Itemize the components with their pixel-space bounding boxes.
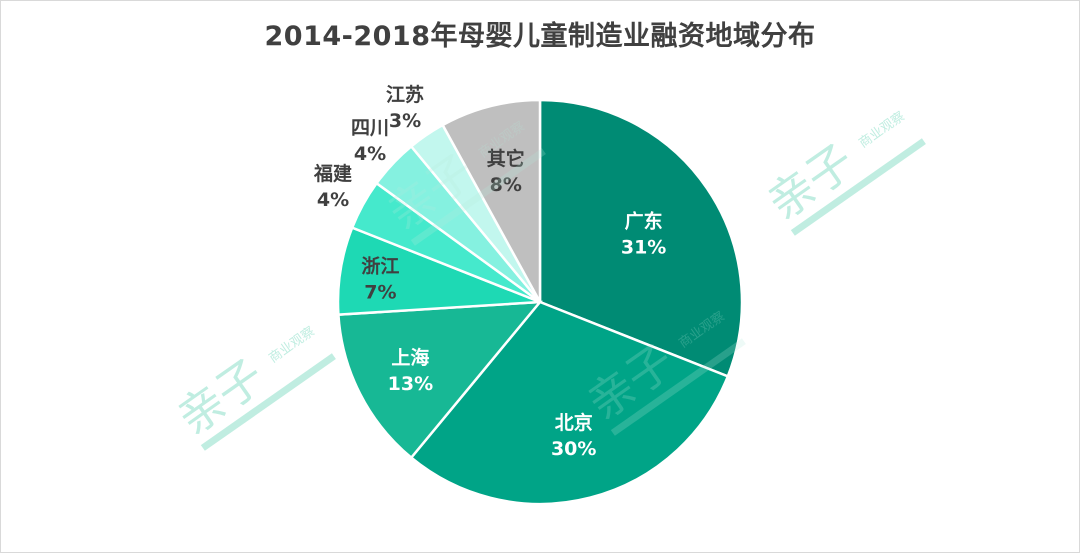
slice-value-label: 7% [364,282,396,304]
slice-name-label: 浙江 [361,255,399,278]
slice-name-label: 其它 [487,147,525,170]
watermark-text: 亲子 [758,133,864,230]
pie-slices [336,98,744,506]
slice-value-label: 3% [389,110,421,132]
pie-slice-8 [440,98,542,303]
slice-value-label: 4% [354,143,386,165]
chart-title: 2014-2018年母婴儿童制造业融资地域分布 [264,21,816,52]
watermark-bar [200,353,336,451]
slice-name-label: 北京 [555,411,593,434]
watermark-bar [790,138,926,236]
slice-value-label: 4% [317,189,349,211]
watermark-bar [410,148,546,246]
watermark-subtext: 商业观察 [856,109,907,151]
slice-value-label: 13% [388,373,433,395]
slice-value-label: 30% [551,438,596,460]
slice-value-label: 8% [490,174,522,196]
slice-name-label: 福建 [313,162,352,185]
watermark-bar [610,338,746,436]
pie-slice-3 [337,300,543,460]
watermark-subtext: 商业观察 [266,324,317,366]
slice-value-label: 31% [621,237,666,259]
slice-name-label: 四川 [351,117,389,139]
slice-name-label: 上海 [391,346,429,369]
pie-slice-2 [409,300,730,506]
slice-name-label: 江苏 [386,83,424,106]
watermark-text: 亲子 [168,348,274,445]
pie-slice-1 [538,98,744,378]
slice-name-label: 广东 [625,210,663,233]
